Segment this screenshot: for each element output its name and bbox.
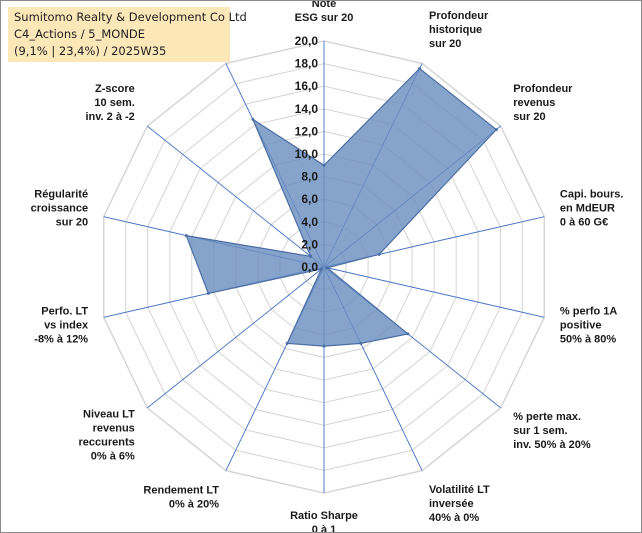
axis-spoke bbox=[147, 266, 325, 409]
tick-label: 12,0 bbox=[295, 124, 319, 138]
data-point bbox=[285, 341, 289, 345]
data-point bbox=[206, 291, 210, 295]
data-point bbox=[251, 117, 255, 121]
tick-label: 8,0 bbox=[301, 170, 318, 184]
axis-label: Perfo. LT vs index -8% à 12% bbox=[34, 306, 89, 346]
tick-label: 16,0 bbox=[295, 79, 319, 93]
tick-label: 20,0 bbox=[295, 34, 319, 48]
company-name: Sumitomo Realty & Development Co Ltd bbox=[14, 10, 247, 24]
axis-label: Profondeur historique sur 20 bbox=[429, 10, 489, 50]
axis-label: Régularité croissance sur 20 bbox=[31, 189, 88, 229]
chart-title-box: Sumitomo Realty & Development Co Ltd C4_… bbox=[8, 7, 247, 62]
axis-label: Rendement LT 0% à 20% bbox=[143, 485, 219, 511]
axis-spoke bbox=[323, 266, 545, 318]
data-point bbox=[309, 254, 313, 258]
radial-tick-labels: 0,0 2,0 4,0 6,0 8,0 10,0 12,0 14,0 16,0 18,0 20,0 bbox=[295, 34, 319, 274]
tick-label: 18,0 bbox=[295, 57, 319, 71]
axis-label: Profondeur revenus sur 20 bbox=[513, 83, 573, 123]
data-point bbox=[377, 252, 381, 256]
axis-label: Capi. bours. en MdEUR 0 à 60 G€ bbox=[560, 189, 624, 229]
tick-label: 4,0 bbox=[301, 215, 318, 229]
tick-label: 0,0 bbox=[301, 260, 318, 274]
portfolio-name: C4_Actions / 5_MONDE bbox=[14, 27, 146, 41]
data-point bbox=[359, 341, 363, 345]
data-point bbox=[418, 67, 422, 70]
axis-label: Ratio Sharpe 0 à 1 bbox=[290, 510, 358, 532]
tick-label: 10,0 bbox=[295, 147, 319, 161]
data-point bbox=[319, 267, 323, 271]
axis-label: Z-score 10 sem. inv. 2 à -2 bbox=[85, 83, 134, 123]
tick-label: 2,0 bbox=[301, 237, 318, 251]
radar-series bbox=[184, 67, 498, 348]
axis-label: Note ESG sur 20 bbox=[295, 1, 354, 24]
axis-label: % perte max. sur 1 sem. inv. 50% à 20% bbox=[513, 411, 591, 451]
data-point bbox=[322, 163, 326, 167]
tick-label: 6,0 bbox=[301, 192, 318, 206]
tick-label: 14,0 bbox=[295, 102, 319, 116]
axis-label: % perfo 1A positive 50% à 80% bbox=[560, 306, 618, 346]
axis-spoke bbox=[147, 125, 325, 268]
data-point bbox=[494, 128, 498, 132]
data-point bbox=[325, 266, 329, 270]
series-area bbox=[185, 67, 498, 347]
data-point bbox=[406, 332, 410, 336]
performance-stats: (9,1% | 23,4%) / 2025W35 bbox=[14, 44, 167, 58]
data-point bbox=[322, 344, 326, 348]
axis-label: Niveau LT revenus reccurents 0% à 6% bbox=[79, 408, 136, 462]
data-point bbox=[184, 234, 188, 238]
axis-label: Volatilité LT inversée 40% à 0% bbox=[429, 484, 490, 524]
